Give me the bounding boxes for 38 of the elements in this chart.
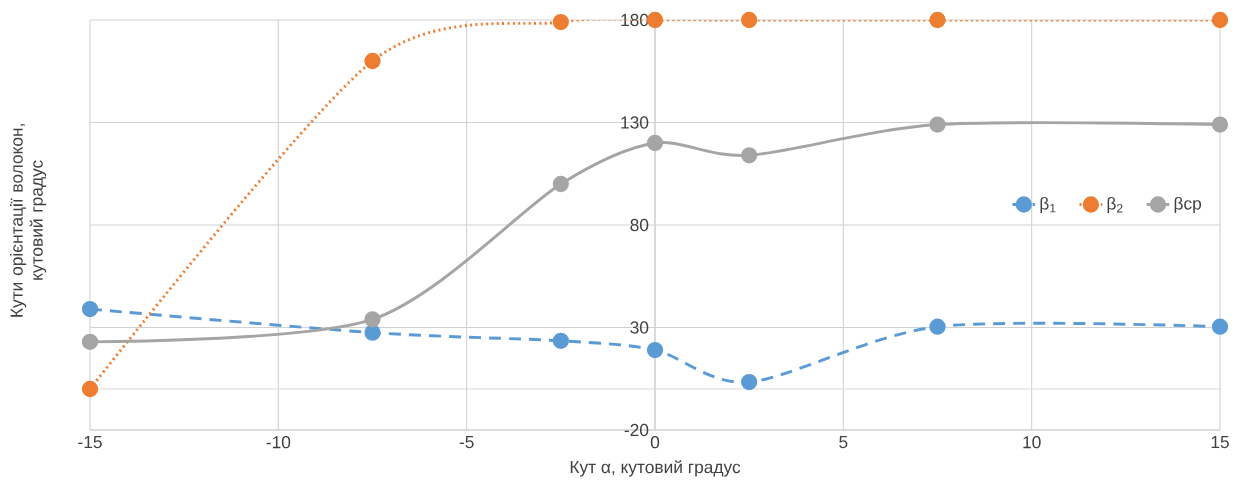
point xyxy=(741,373,758,391)
point xyxy=(929,11,946,29)
y-axis-title: Кути орієнтації волокон, кутовий градус xyxy=(10,124,47,317)
point xyxy=(364,311,381,328)
point xyxy=(552,175,569,193)
point xyxy=(364,324,381,341)
y-tick-label: -20 xyxy=(624,423,649,437)
point xyxy=(552,332,569,349)
y-tick-label: 130 xyxy=(621,116,649,129)
point xyxy=(929,116,946,133)
point xyxy=(929,318,946,335)
point xyxy=(1211,318,1229,335)
point xyxy=(81,333,99,350)
y-tick-label: 80 xyxy=(630,218,649,232)
point xyxy=(364,52,381,70)
point xyxy=(81,300,99,318)
legend-label: βср xyxy=(1174,196,1202,214)
x-tick-label: -15 xyxy=(78,436,102,449)
y-tick-label: 180 xyxy=(621,13,649,27)
x-tick-label: 10 xyxy=(1023,436,1041,449)
point xyxy=(1211,11,1229,29)
point xyxy=(741,147,758,164)
point xyxy=(646,341,664,359)
point xyxy=(646,11,664,29)
legend-label: β$_{2}$ xyxy=(1107,196,1123,214)
x-tick-label: 5 xyxy=(839,436,848,449)
x-tick-label: -10 xyxy=(266,436,291,449)
point xyxy=(646,134,664,152)
x-tick-label: -5 xyxy=(459,436,474,449)
point xyxy=(552,13,569,31)
x-tick-label: 0 xyxy=(650,436,660,449)
point xyxy=(1211,116,1229,133)
x-tick-label: 15 xyxy=(1211,436,1229,449)
legend-label: β$_{1}$ xyxy=(1040,196,1056,214)
point xyxy=(81,380,99,398)
y-tick-label: 30 xyxy=(630,321,649,334)
x-axis-title: Кут α, кутовий градус xyxy=(570,460,741,477)
point xyxy=(741,11,758,29)
